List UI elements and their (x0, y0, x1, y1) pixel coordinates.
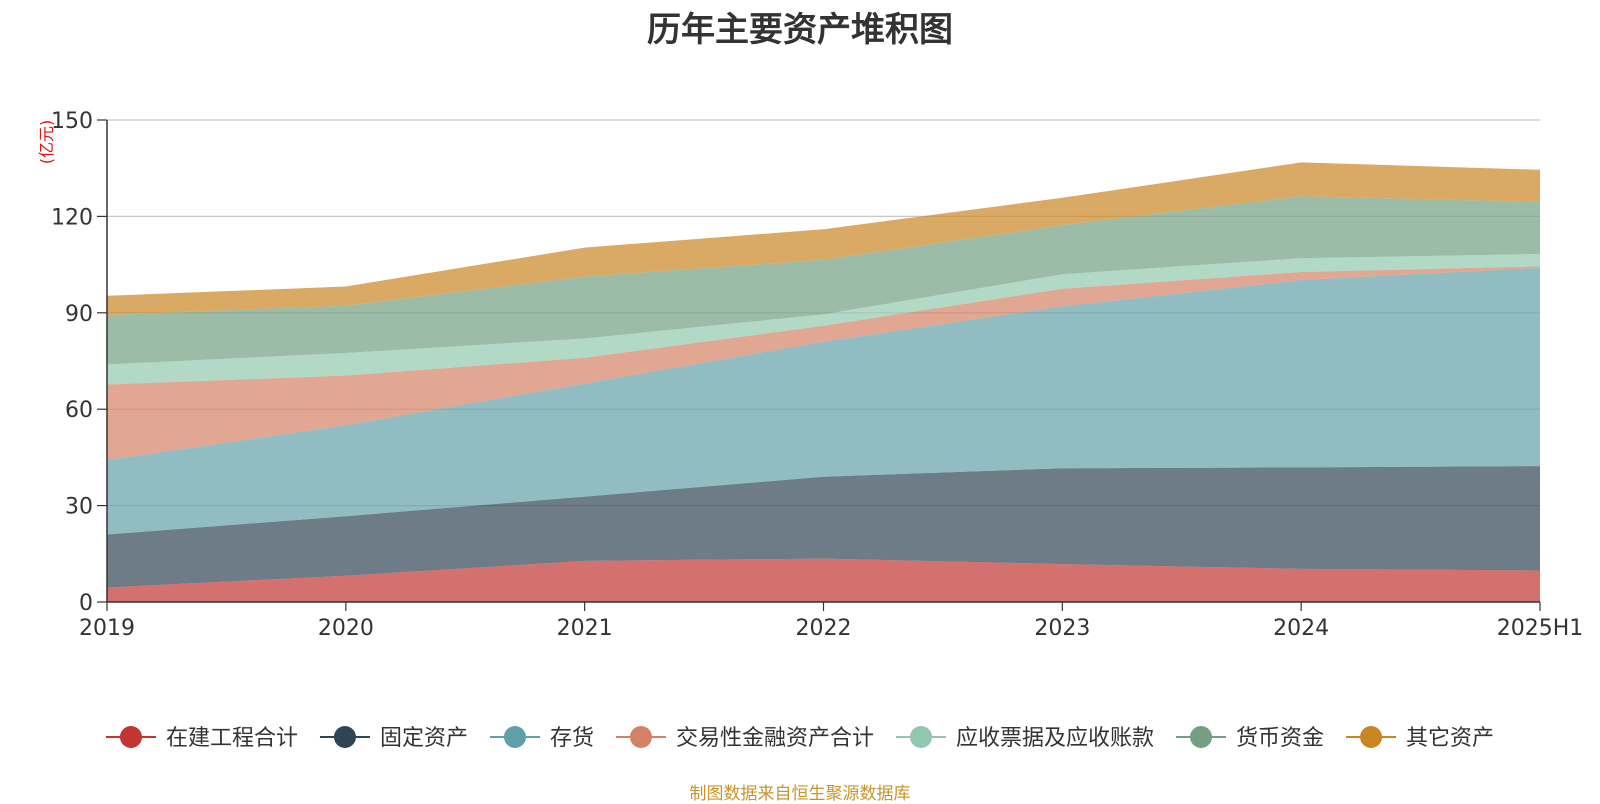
legend-swatch-2 (503, 726, 526, 748)
y-tick-label-150: 150 (51, 109, 93, 134)
legend: 在建工程合计 固定资产 存货 交易性金融资产合计 应收票据及应收账款 货币资金 其它资产 (105, 726, 1494, 751)
area-series-1[interactable] (107, 466, 1540, 588)
legend-swatch-1 (333, 726, 356, 748)
legend-item-4[interactable]: 应收票据及应收账款 (896, 726, 1154, 751)
legend-swatch-3 (629, 726, 652, 748)
x-tick-label-2020: 2020 (318, 616, 374, 641)
legend-label-5: 货币资金 (1236, 726, 1324, 751)
legend-swatch-4 (910, 726, 933, 748)
y-tick-label-60: 60 (65, 398, 93, 423)
legend-item-0[interactable]: 在建工程合计 (105, 726, 298, 751)
chart-title: 历年主要资产堆积图 (647, 10, 953, 50)
legend-swatch-0 (119, 726, 142, 748)
area-series-0[interactable] (107, 558, 1540, 602)
x-tick-label-2025H1: 2025H1 (1497, 616, 1584, 641)
legend-label-6: 其它资产 (1406, 726, 1494, 751)
axes: 0 30 60 90 120 150 2019 2020 2021 2022 2023 2024 202… (51, 109, 1583, 641)
y-tick-label-0: 0 (79, 591, 93, 616)
legend-item-2[interactable]: 存货 (489, 726, 594, 751)
legend-label-2: 存货 (550, 726, 594, 751)
legend-label-3: 交易性金融资产合计 (676, 726, 874, 751)
x-tick-label-2022: 2022 (796, 616, 852, 641)
y-axis-unit-label: (亿元) (37, 120, 56, 165)
area-series-layer (107, 162, 1540, 602)
area-series-4[interactable] (107, 254, 1540, 385)
legend-label-4: 应收票据及应收账款 (956, 726, 1154, 751)
legend-label-0: 在建工程合计 (166, 726, 298, 751)
legend-item-5[interactable]: 货币资金 (1176, 726, 1324, 751)
area-series-6[interactable] (107, 162, 1540, 315)
y-tick-label-30: 30 (65, 495, 93, 520)
area-series-2[interactable] (107, 267, 1540, 535)
legend-item-1[interactable]: 固定资产 (319, 726, 468, 751)
legend-swatch-6 (1360, 726, 1383, 748)
legend-swatch-5 (1190, 726, 1213, 748)
y-tick-label-120: 120 (51, 205, 93, 230)
source-note: 制图数据来自恒生聚源数据库 (689, 784, 911, 804)
area-series-5[interactable] (107, 196, 1540, 365)
legend-label-1: 固定资产 (380, 726, 468, 751)
x-tick-label-2019: 2019 (79, 616, 135, 641)
x-tick-label-2023: 2023 (1034, 616, 1090, 641)
y-tick-label-90: 90 (65, 302, 93, 327)
legend-item-6[interactable]: 其它资产 (1346, 726, 1494, 751)
x-tick-label-2024: 2024 (1273, 616, 1329, 641)
legend-item-3[interactable]: 交易性金融资产合计 (615, 726, 874, 751)
x-tick-label-2021: 2021 (557, 616, 613, 641)
